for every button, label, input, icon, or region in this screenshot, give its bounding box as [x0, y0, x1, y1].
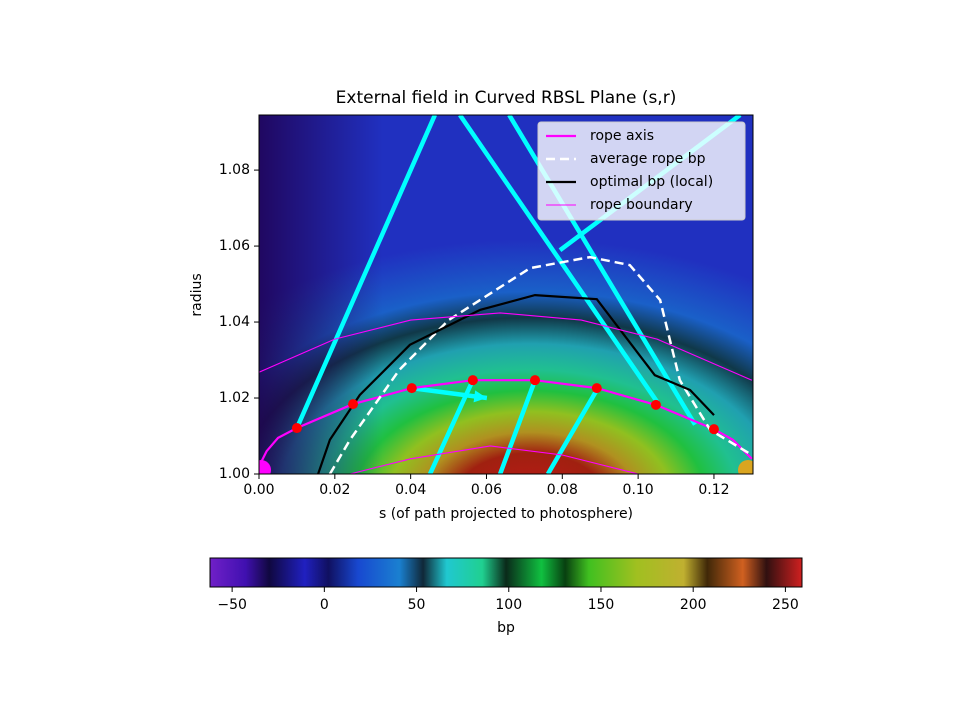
marker — [650, 399, 661, 410]
marker — [530, 375, 541, 386]
y-tick-label: 1.04 — [219, 314, 250, 330]
marker — [406, 383, 417, 394]
series-line — [317, 293, 715, 474]
y-tick-label: 1.08 — [219, 162, 250, 178]
marker — [291, 423, 302, 434]
series-line — [259, 312, 753, 474]
x-tick-label: 0.00 — [243, 482, 274, 498]
field-arrowhead — [473, 390, 487, 403]
colorbar-tick-label: 50 — [408, 597, 426, 613]
x-tick-label: 0.06 — [471, 482, 502, 498]
legend-label: average rope bp — [590, 151, 706, 167]
x-axis-label: s (of path projected to photosphere) — [379, 506, 633, 522]
legend-box — [537, 121, 746, 221]
legend-label: rope boundary — [590, 197, 693, 213]
x-tick-label: 0.02 — [319, 482, 350, 498]
colorbar-tick-label: 100 — [495, 597, 522, 613]
marker — [348, 399, 359, 410]
colorbar — [209, 557, 803, 588]
x-tick-label: 0.04 — [395, 482, 426, 498]
colorbar-tick-label: 150 — [588, 597, 615, 613]
legend: rope axis average rope bp optimal bp (loca… — [537, 121, 746, 221]
y-tick-label: 1.02 — [219, 390, 250, 406]
legend-label: rope axis — [590, 128, 654, 144]
series-line — [328, 255, 753, 474]
plot-frame — [258, 114, 754, 475]
chart-title: External field in Curved RBSL Plane (s,r… — [336, 88, 677, 108]
plot-layer — [259, 115, 753, 474]
x-tick-label: 0.10 — [623, 482, 654, 498]
colorbar-tick-label: 0 — [320, 597, 329, 613]
colorbar-tick-label: −50 — [217, 597, 247, 613]
colorbar-label: bp — [497, 620, 515, 636]
y-tick-label: 1.06 — [219, 238, 250, 254]
footpoint — [738, 460, 753, 474]
footpoint — [259, 460, 271, 474]
x-tick-label: 0.08 — [547, 482, 578, 498]
marker — [591, 383, 602, 394]
legend-label: optimal bp (local) — [590, 174, 713, 190]
colorbar-tick-label: 200 — [680, 597, 707, 613]
marker — [708, 424, 719, 435]
x-tick-label: 0.12 — [698, 482, 729, 498]
colorbar-tick-label: 250 — [772, 597, 799, 613]
y-axis-label: radius — [189, 273, 205, 316]
y-tick-label: 1.00 — [219, 466, 250, 482]
marker — [467, 375, 478, 386]
